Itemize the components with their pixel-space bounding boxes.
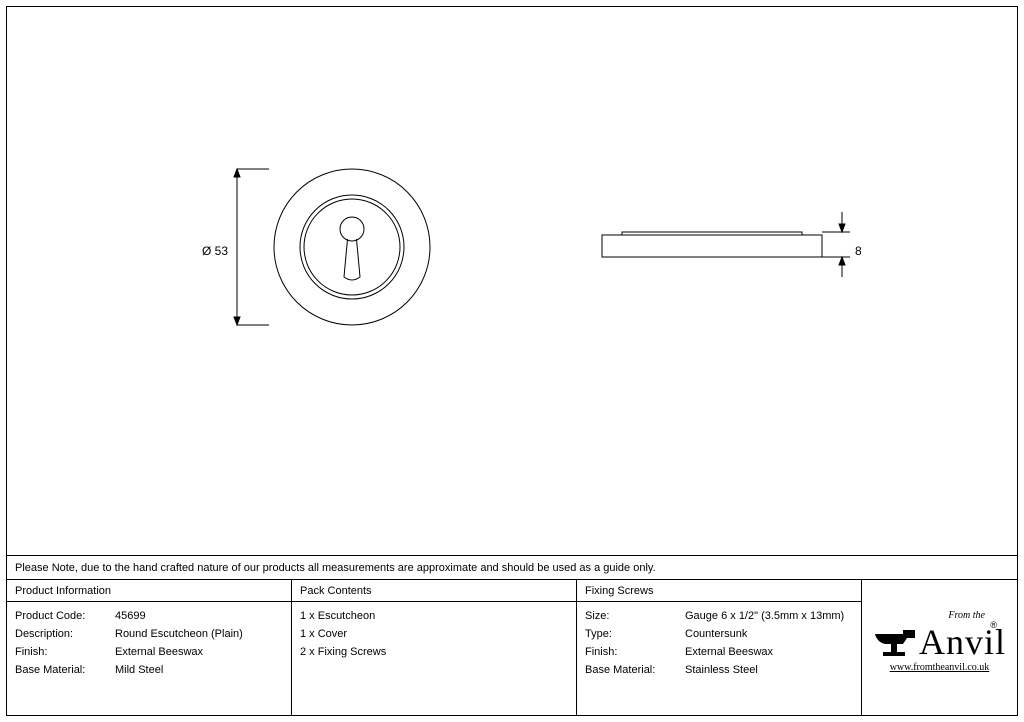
kv-row: Description:Round Escutcheon (Plain) <box>15 628 283 640</box>
kv-label: Finish: <box>585 646 685 658</box>
note-row: Please Note, due to the hand crafted nat… <box>7 555 1017 579</box>
kv-value: Mild Steel <box>115 664 163 676</box>
product-info-body: Product Code:45699Description:Round Escu… <box>7 602 291 715</box>
logo-column: From the ® Anvil www.fromtheanvil.co.uk <box>862 580 1017 715</box>
fixing-screws-header: Fixing Screws <box>577 580 861 602</box>
kv-label: Product Code: <box>15 610 115 622</box>
dimension-thickness-label: 8 <box>855 244 862 258</box>
kv-row: Base Material:Mild Steel <box>15 664 283 676</box>
logo-registered: ® <box>990 620 997 630</box>
technical-drawing <box>7 7 1017 555</box>
product-info-column: Product Information Product Code:45699De… <box>7 580 292 715</box>
kv-row: Finish:External Beeswax <box>585 646 853 658</box>
info-row: Product Information Product Code:45699De… <box>7 579 1017 715</box>
kv-row: Base Material:Stainless Steel <box>585 664 853 676</box>
anvil-icon <box>873 622 917 660</box>
kv-label: Base Material: <box>585 664 685 676</box>
kv-value: 45699 <box>115 610 146 622</box>
kv-row: Finish:External Beeswax <box>15 646 283 658</box>
kv-label: Size: <box>585 610 685 622</box>
fixing-screws-body: Size:Gauge 6 x 1/2" (3.5mm x 13mm)Type:C… <box>577 602 861 715</box>
list-item: 1 x Cover <box>300 628 568 640</box>
logo-url: www.fromtheanvil.co.uk <box>890 662 990 673</box>
fixing-screws-column: Fixing Screws Size:Gauge 6 x 1/2" (3.5mm… <box>577 580 862 715</box>
kv-label: Base Material: <box>15 664 115 676</box>
kv-label: Description: <box>15 628 115 640</box>
kv-value: Gauge 6 x 1/2" (3.5mm x 13mm) <box>685 610 844 622</box>
logo-row: Anvil <box>873 622 1006 660</box>
kv-value: External Beeswax <box>115 646 203 658</box>
list-item: 1 x Escutcheon <box>300 610 568 622</box>
kv-label: Type: <box>585 628 685 640</box>
drawing-area: Ø 53 8 <box>7 7 1017 555</box>
kv-value: Countersunk <box>685 628 747 640</box>
kv-row: Size:Gauge 6 x 1/2" (3.5mm x 13mm) <box>585 610 853 622</box>
kv-value: External Beeswax <box>685 646 773 658</box>
kv-value: Stainless Steel <box>685 664 758 676</box>
logo-from-text: From the <box>948 610 985 621</box>
kv-label: Finish: <box>15 646 115 658</box>
list-item: 2 x Fixing Screws <box>300 646 568 658</box>
kv-value: Round Escutcheon (Plain) <box>115 628 243 640</box>
dimension-diameter-label: Ø 53 <box>202 244 228 258</box>
kv-row: Type:Countersunk <box>585 628 853 640</box>
kv-row: Product Code:45699 <box>15 610 283 622</box>
pack-contents-column: Pack Contents 1 x Escutcheon 1 x Cover 2 x… <box>292 580 577 715</box>
page-frame: Ø 53 8 Please Note, due to the hand craf… <box>6 6 1018 716</box>
product-info-header: Product Information <box>7 580 291 602</box>
note-text: Please Note, due to the hand crafted nat… <box>15 562 656 574</box>
pack-contents-header: Pack Contents <box>292 580 576 602</box>
pack-contents-body: 1 x Escutcheon 1 x Cover 2 x Fixing Screws <box>292 602 576 715</box>
